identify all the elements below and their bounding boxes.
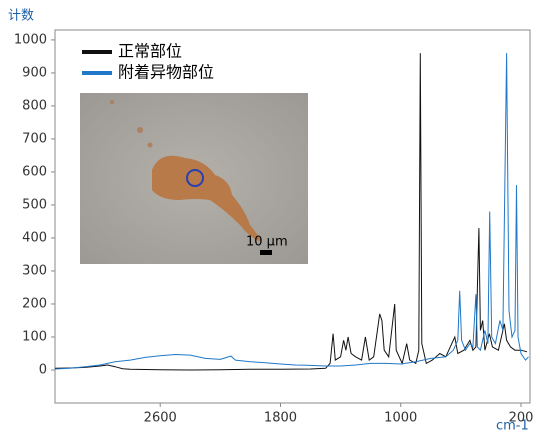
scale-label: 10 μm: [246, 235, 288, 250]
inset-photo: 10 μm: [80, 93, 308, 264]
y-tick-label: 900: [22, 65, 47, 80]
y-tick-label: 700: [22, 131, 47, 146]
y-tick-label: 500: [22, 197, 47, 212]
y-tick-label: 800: [22, 98, 47, 113]
y-tick-label: 0: [39, 362, 47, 377]
x-tick-label: 1800: [264, 411, 297, 426]
y-tick-label: 200: [22, 296, 47, 311]
x-tick-label: 2600: [144, 411, 177, 426]
y-tick-label: 600: [22, 164, 47, 179]
y-axis-label: 计数: [8, 9, 34, 24]
curves: [54, 53, 529, 371]
y-tick-label: 1000: [14, 32, 47, 47]
spectrum-line: [54, 53, 529, 370]
x-tick-label: 200: [509, 411, 534, 426]
y-tick-label: 400: [22, 230, 47, 245]
legend-label: 正常部位: [118, 42, 182, 61]
x-axis-label: cm-1: [496, 419, 529, 434]
y-tick-label: 300: [22, 263, 47, 278]
y-tick-label: 100: [22, 329, 47, 344]
spectrum-line: [54, 53, 528, 371]
legend-label: 附着异物部位: [118, 63, 214, 82]
plot-frame: [54, 29, 531, 404]
x-tick-label: 1000: [384, 411, 417, 426]
